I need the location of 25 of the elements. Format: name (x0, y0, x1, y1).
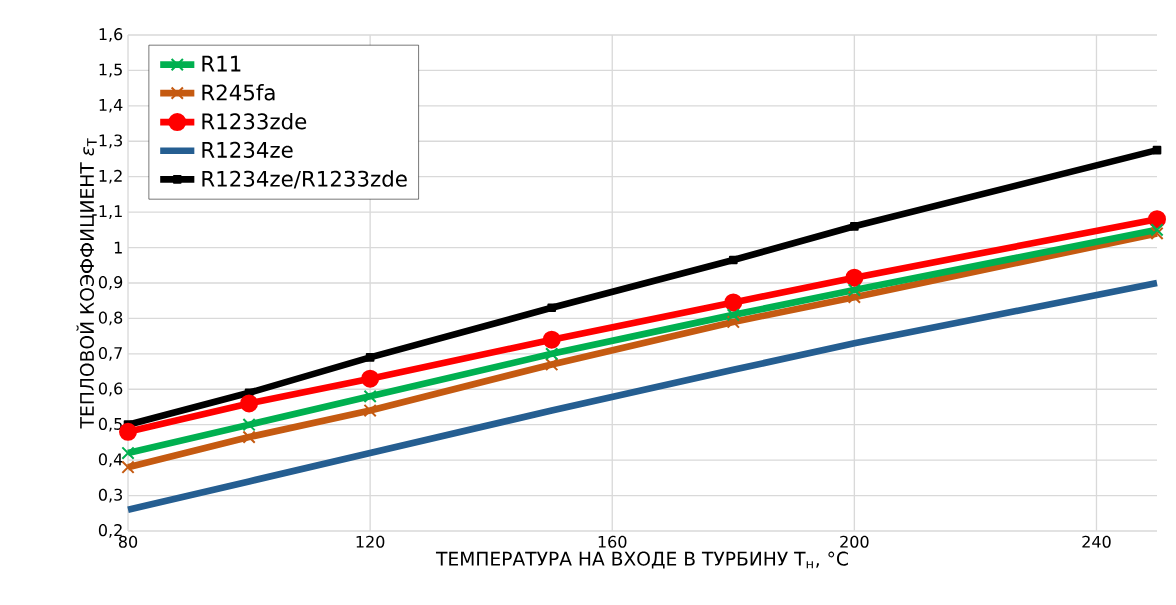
x-tick-label: 160 (598, 535, 627, 548)
x-tick-label: 120 (356, 535, 385, 548)
y-tick-label: 0,3 (98, 488, 123, 503)
y-tick-label: 0,6 (98, 382, 123, 397)
legend-label: R11 (202, 55, 241, 72)
legend-label: R1233zde (202, 112, 307, 130)
y-tick-label: 0,7 (98, 346, 122, 361)
y-tick-label: 1,4 (99, 99, 123, 113)
legend-label: R245fa (202, 84, 275, 101)
y-tick-label: 1,5 (99, 63, 122, 78)
x-tick-label: 240 (1082, 535, 1111, 548)
y-tick-label: 1,1 (99, 205, 122, 219)
y-tick-label: 0,5 (98, 417, 122, 432)
y-tick-label: 0,4 (98, 453, 123, 467)
y-tick-label: 0,8 (98, 311, 123, 326)
legend-label: R1234ze (202, 141, 293, 158)
y-tick-label: 0,9 (98, 276, 123, 290)
x-axis-title: ТЕМПЕРАТУРА НА ВХОДЕ В ТУРБИНУ Т$_{н}$, °С (435, 551, 848, 569)
y-axis-title: ТЕПЛОВОЙ КОЭФФИЦИЕНТ ε$_{Т}$ (76, 138, 97, 429)
x-tick-label: 200 (840, 535, 869, 548)
y-tick-label: 1,2 (99, 169, 122, 184)
y-tick-label: 1 (114, 241, 122, 254)
legend-label: R1234ze/R1233zde (202, 170, 407, 189)
y-tick-label: 1,6 (99, 28, 123, 42)
y-tick-label: 1,3 (99, 134, 123, 149)
